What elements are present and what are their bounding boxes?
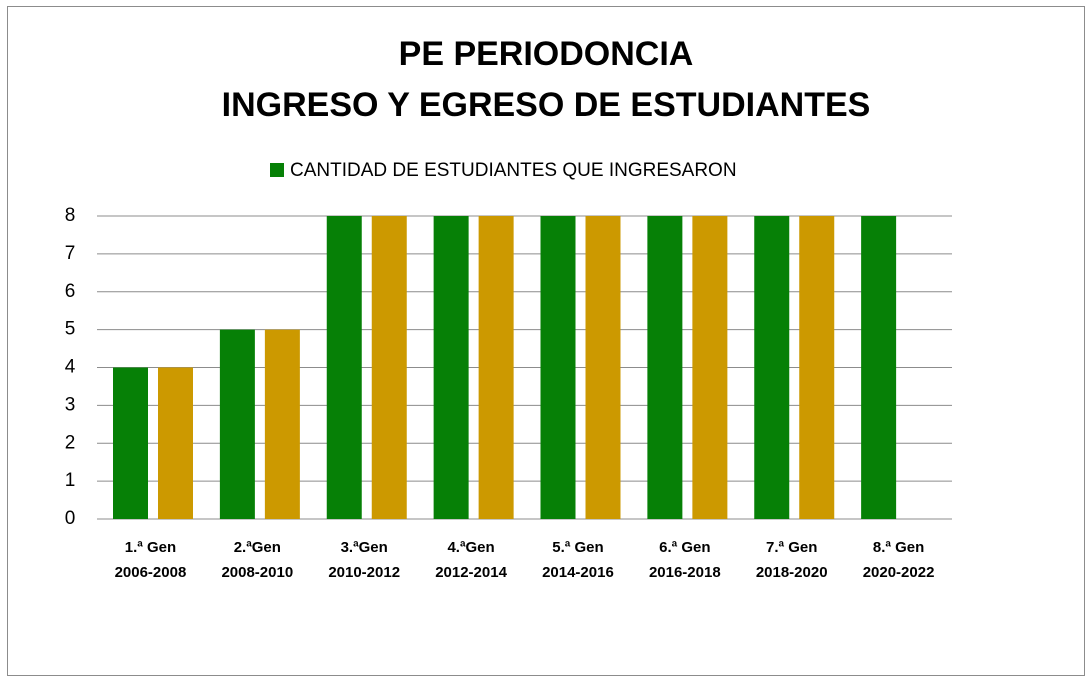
bar bbox=[113, 367, 148, 519]
x-tick-label: 2010-2012 bbox=[328, 564, 400, 581]
x-tick-label: 2020-2022 bbox=[863, 564, 935, 581]
bar bbox=[478, 216, 514, 519]
bar bbox=[647, 216, 683, 519]
bar bbox=[264, 329, 300, 519]
bar bbox=[371, 216, 407, 519]
bar bbox=[219, 329, 255, 519]
bar bbox=[692, 216, 728, 519]
bar bbox=[158, 367, 193, 519]
y-tick-label: 0 bbox=[65, 508, 76, 529]
bar bbox=[754, 216, 790, 519]
x-tick-label: 2.ªGen bbox=[234, 539, 281, 556]
y-tick-label: 6 bbox=[65, 281, 76, 302]
x-tick-label: 2008-2010 bbox=[221, 564, 293, 581]
x-tick-label: 7.ª Gen bbox=[766, 539, 817, 556]
x-tick-label: 8.ª Gen bbox=[873, 539, 924, 556]
y-tick-label: 5 bbox=[65, 319, 76, 340]
bar bbox=[585, 216, 621, 519]
y-tick-label: 8 bbox=[65, 205, 76, 226]
bar bbox=[799, 216, 835, 519]
y-tick-label: 2 bbox=[65, 432, 76, 453]
y-tick-label: 4 bbox=[65, 357, 76, 378]
x-tick-label: 2012-2014 bbox=[435, 564, 507, 581]
y-tick-label: 7 bbox=[65, 243, 76, 264]
chart-title: INGRESO Y EGRESO DE ESTUDIANTES bbox=[222, 86, 871, 124]
bar bbox=[326, 216, 362, 519]
bar bbox=[540, 216, 576, 519]
x-tick-label: 2018-2020 bbox=[756, 564, 828, 581]
x-tick-label: 3.ªGen bbox=[341, 539, 388, 556]
x-tick-label: 2014-2016 bbox=[542, 564, 614, 581]
y-tick-label: 1 bbox=[65, 470, 76, 491]
legend-label: CANTIDAD DE ESTUDIANTES QUE INGRESARON bbox=[290, 160, 737, 181]
legend-swatch bbox=[270, 163, 284, 177]
x-tick-label: 2006-2008 bbox=[115, 564, 187, 581]
x-tick-label: 6.ª Gen bbox=[659, 539, 710, 556]
x-tick-label: 1.ª Gen bbox=[125, 539, 176, 556]
x-tick-label: 5.ª Gen bbox=[552, 539, 603, 556]
y-tick-label: 3 bbox=[65, 394, 76, 415]
x-tick-label: 2016-2018 bbox=[649, 564, 721, 581]
x-tick-label: 4.ªGen bbox=[447, 539, 494, 556]
chart-title: PE PERIODONCIA bbox=[399, 35, 694, 73]
bar bbox=[861, 216, 897, 519]
bar bbox=[433, 216, 469, 519]
